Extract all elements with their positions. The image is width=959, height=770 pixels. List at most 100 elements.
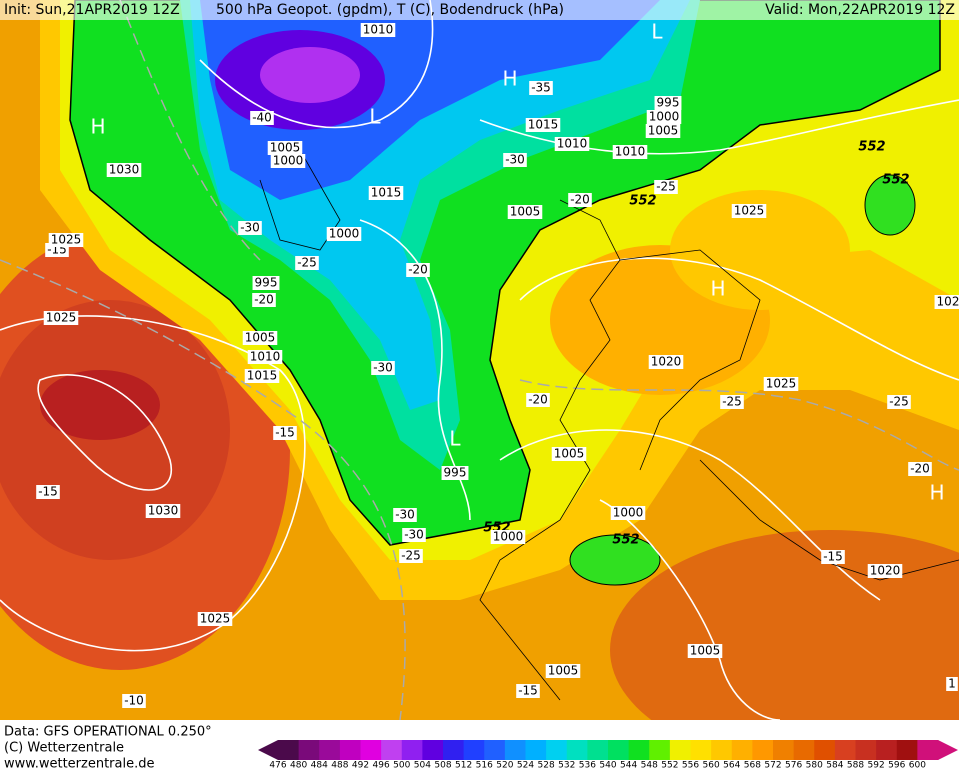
pressure-label: 1020 [651,355,682,369]
colorbar-swatch [731,740,753,760]
colorbar-tick-label: 556 [682,761,699,770]
pressure-label: -30 [240,221,260,235]
colorbar-swatch [773,740,795,760]
pressure-center: H [710,277,725,301]
geopotential-label: 552 [882,173,909,188]
label-box [106,163,142,177]
pressure-center: L [369,105,381,129]
label-box [399,549,423,563]
pressure-label: 1005 [548,664,579,678]
pressure-label: -15 [518,684,538,698]
label-box [646,110,682,124]
pressure-label: 1 [948,677,956,691]
pressure-label: 1010 [363,23,394,37]
label-box [402,528,426,542]
pressure-label: 1015 [371,186,402,200]
label-box [821,550,845,564]
label-box [247,350,283,364]
pressure-label: 1005 [648,124,679,138]
label-box [48,233,84,247]
colorbar-swatch [690,740,712,760]
colorbar-swatch [587,740,609,760]
colorbar-tick-label: 488 [331,761,348,770]
label-box [490,530,526,544]
pressure-label: -30 [395,508,415,522]
colorbar-swatch [401,740,423,760]
label-box [393,508,417,522]
pressure-label: -30 [373,361,393,375]
pressure-label: 995 [657,96,680,110]
pressure-label: -20 [528,393,548,407]
colorbar-tick-label: 536 [579,761,596,770]
pressure-center: H [502,67,517,91]
pressure-label: 1025 [734,204,765,218]
colorbar-tick-label: 484 [311,761,328,770]
colorbar-tick-label: 480 [290,761,307,770]
pressure-label: -40 [252,111,272,125]
label-box [568,193,592,207]
label-box [908,462,932,476]
label-box [267,141,303,155]
colorbar-arrow [938,740,958,760]
colorbar-tick-label: 580 [806,761,823,770]
pressure-label: 1000 [273,154,304,168]
cold-core [260,47,360,103]
label-box [934,295,959,309]
colorbar-tick-label: 476 [269,761,286,770]
pressure-label: 1000 [613,506,644,520]
pressure-label: -15 [38,485,58,499]
pressure-label: -20 [910,462,930,476]
colorbar-tick-label: 504 [414,761,431,770]
pressure-label: 1015 [247,369,278,383]
pressure-label: -15 [275,426,295,440]
colorbar-tick-label: 544 [620,761,637,770]
pressure-label: 995 [255,276,278,290]
label-box [687,644,723,658]
colorbar-swatch [278,740,300,760]
label-box [503,153,527,167]
label-box [526,393,550,407]
label-box [545,664,581,678]
label-box [507,205,543,219]
label-box [406,263,430,277]
label-box [122,694,146,708]
colorbar-tick-label: 596 [888,761,905,770]
colorbar-swatch [422,740,444,760]
pressure-label: 1005 [510,205,541,219]
pressure-label: 1025 [200,612,231,626]
pressure-label: -30 [505,153,525,167]
colorbar-tick-label: 592 [868,761,885,770]
colorbar-swatch [319,740,341,760]
pressure-label: 1025 [46,311,77,325]
colorbar-swatch [834,740,856,760]
pressure-label: -15 [823,550,843,564]
colorbar-tick-label: 520 [496,761,513,770]
isotherms [0,0,959,720]
colorbar-swatch [298,740,320,760]
pressure-label: -20 [254,293,274,307]
colorbar-tick-label: 492 [352,761,369,770]
pressure-label: 1025 [766,377,797,391]
pressure-center: H [929,481,944,505]
colorbar-tick-label: 584 [826,761,843,770]
label-box [242,331,278,345]
colorbar-tick-label: 500 [393,761,410,770]
pressure-label: 1030 [109,163,140,177]
colorbar-swatch [360,740,382,760]
footer-line: Data: GFS OPERATIONAL 0.250° [4,725,212,740]
pressure-label: -10 [124,694,144,708]
colorbar-swatch [793,740,815,760]
label-box [763,377,799,391]
pressure-label: 1025 [51,233,82,247]
colorbar-swatch [711,740,733,760]
label-box [145,504,181,518]
colorbar-tick-label: 548 [641,761,658,770]
header-bar [0,0,959,20]
pressure-label: 1005 [270,141,301,155]
label-box [654,96,682,110]
label-box [525,118,561,132]
colorbar-tick-label: 588 [847,761,864,770]
label-box [197,612,233,626]
